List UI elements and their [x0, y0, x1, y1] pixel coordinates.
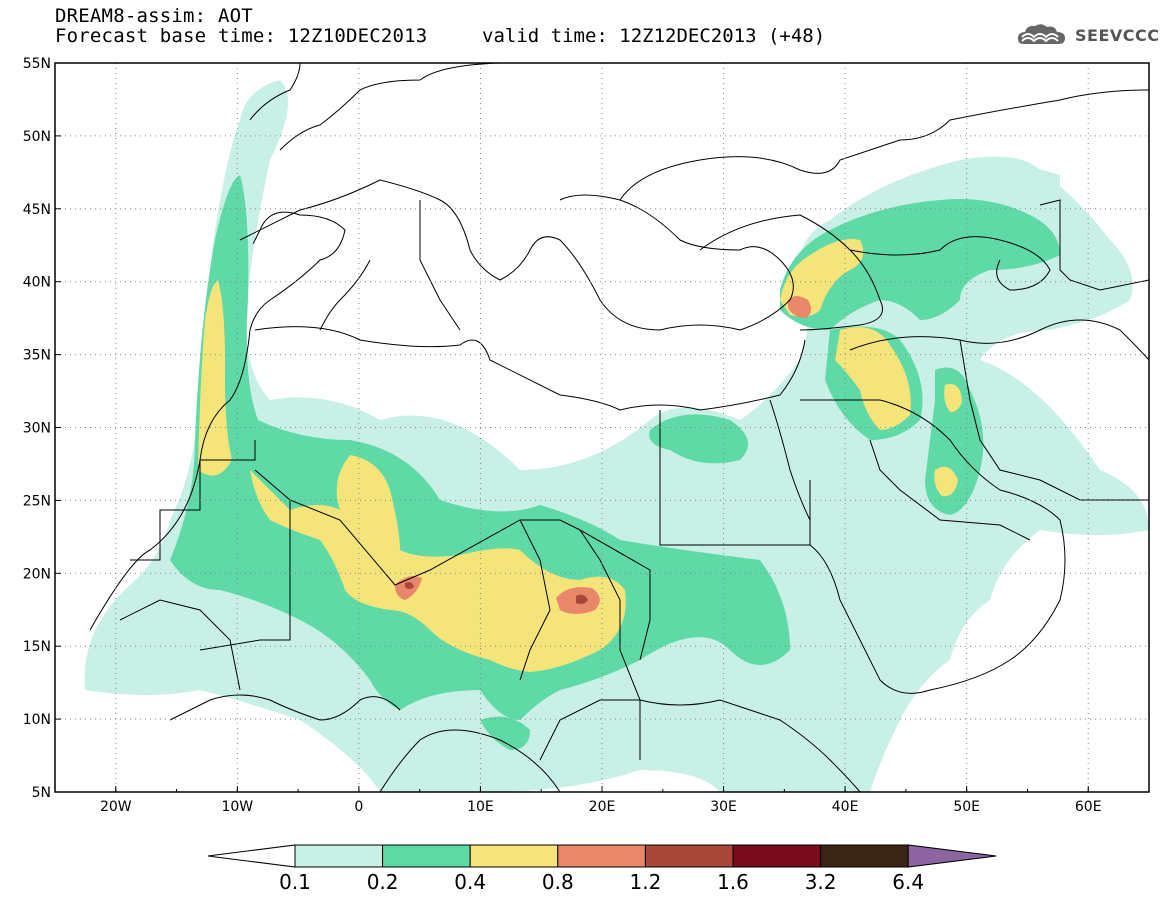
lat-label: 15N	[23, 639, 51, 655]
colorbar-label: 6.4	[892, 870, 924, 894]
colorbar-under-arrow	[207, 844, 296, 868]
lat-label: 35N	[23, 348, 51, 364]
lon-label: 60E	[1075, 799, 1102, 815]
lat-label: 20N	[23, 566, 51, 582]
seevccc-logo: SEEVCCC	[1016, 22, 1160, 48]
colorbar: 0.1 0.2 0.4 0.8 1.2 1.6 3.2 6.4	[207, 844, 997, 894]
lat-label: 40N	[23, 275, 51, 291]
lon-label: 30E	[710, 799, 737, 815]
lat-label: 50N	[23, 129, 51, 145]
lon-label: 10E	[467, 799, 494, 815]
aot-contour-fields	[84, 80, 1149, 792]
lat-label: 25N	[23, 493, 51, 509]
valid-time: valid time: 12Z12DEC2013 (+48)	[482, 25, 826, 47]
lat-label: 30N	[23, 421, 51, 437]
lat-label: 5N	[32, 785, 51, 801]
lat-label: 45N	[23, 202, 51, 218]
map-frame	[54, 62, 1150, 793]
lon-label: 50E	[953, 799, 980, 815]
colorbar-label: 3.2	[805, 870, 837, 894]
lon-label: 20W	[100, 799, 132, 815]
map-title: DREAM8-assim: AOT	[55, 5, 253, 27]
lon-label: 10W	[221, 799, 253, 815]
colorbar-over-arrow	[907, 844, 997, 868]
colorbar-segment	[820, 844, 909, 868]
colorbar-label: 1.6	[717, 870, 749, 894]
colorbar-label: 1.2	[629, 870, 661, 894]
colorbar-segment	[732, 844, 822, 868]
colorbar-label: 0.2	[367, 870, 399, 894]
logo-text: SEEVCCC	[1075, 25, 1160, 45]
lon-label: 40E	[832, 799, 859, 815]
colorbar-segment	[382, 844, 471, 868]
coastlines	[89, 63, 1149, 792]
colorbar-segment	[644, 844, 734, 868]
longitude-labels: 20W 10W 0 10E 20E 30E 40E 50E 60E	[100, 799, 1102, 815]
colorbar-label: 0.4	[454, 870, 486, 894]
cloud-logo-icon	[1017, 24, 1065, 44]
latitude-labels: 55N 50N 45N 40N 35N 30N 25N 20N 15N 10N 5N	[23, 56, 51, 801]
forecast-base-time: Forecast base time: 12Z10DEC2013	[55, 25, 428, 47]
lat-label: 10N	[23, 712, 51, 728]
colorbar-label: 0.1	[279, 870, 311, 894]
colorbar-segment	[557, 844, 646, 868]
lon-label: 0	[354, 799, 363, 815]
lat-label: 55N	[23, 56, 51, 72]
lon-label: 20E	[589, 799, 616, 815]
colorbar-segment	[469, 844, 559, 868]
colorbar-segment	[294, 844, 384, 868]
colorbar-label: 0.8	[542, 870, 574, 894]
